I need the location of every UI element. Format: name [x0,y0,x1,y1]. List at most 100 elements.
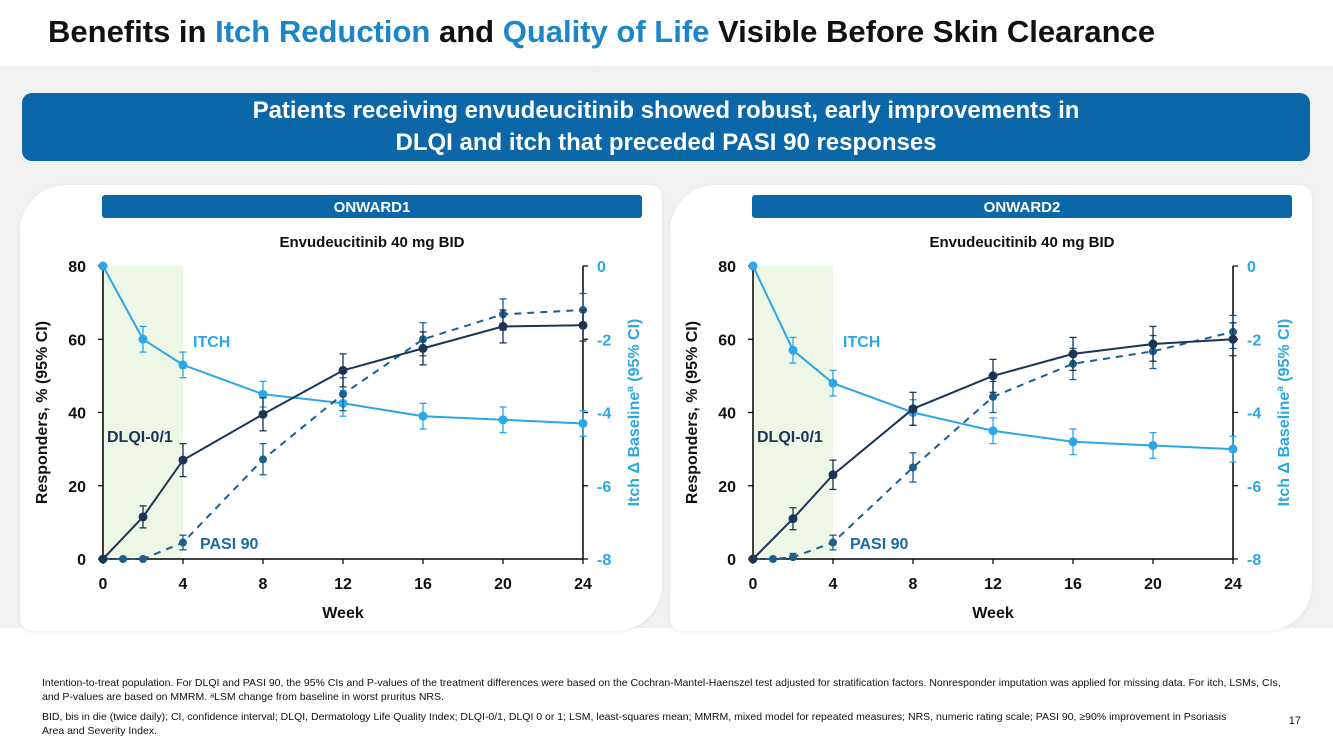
data-point-dlqi [258,409,268,419]
data-point-itch [1068,437,1078,447]
series-label-dlqi: DLQI-0/1 [757,429,823,446]
left-axis-tick-label: 20 [68,479,86,496]
series-line-itch [102,265,584,425]
left-axis-tick-label: 40 [68,406,86,423]
right-axis-tick-label: 0 [1247,259,1256,276]
panel-header-bar [752,195,1292,218]
footnote-abbreviations-1: Intention-to-treat population. For DLQI … [42,677,1281,703]
data-point-pasi90 [769,555,777,563]
title-part-1: Benefits in [48,14,216,49]
data-point-pasi90 [339,390,347,399]
right-axis-label-ci: (95% CI) [626,319,643,387]
right-axis-label-main: Itch Δ Baseline [626,392,643,507]
right-axis-label-main: Itch Δ Baseline [1276,392,1293,507]
right-axis-tick-label: -4 [597,406,611,423]
x-axis-tick-label: 16 [414,576,432,593]
title-highlight-itch: Itch Reduction [215,14,431,49]
data-point-dlqi [338,365,348,375]
data-point-itch [258,389,268,399]
panel-header-bar [102,195,642,218]
data-point-itch [498,415,508,425]
data-point-pasi90 [259,455,267,464]
data-point-itch [1148,440,1158,450]
data-point-dlqi [98,554,108,564]
x-axis-tick-label: 8 [909,576,918,593]
data-point-pasi90 [139,555,147,563]
x-axis-label: Week [322,605,364,622]
data-point-pasi90 [829,538,837,547]
x-axis-tick-label: 20 [1144,576,1162,593]
page-number: 17 [1288,715,1301,727]
series-line-itch [752,265,1234,451]
series-label-itch: ITCH [843,334,880,351]
left-axis-tick-label: 0 [727,552,736,569]
series-line-dlqi [102,324,584,560]
left-axis-label: Responders, % (95% CI) [34,321,51,504]
chart-panel-onward2: ONWARD2 Envudeucitinib 40 mg BID 0 20 40 60 80… [670,185,1312,631]
right-axis-label-superscript: a [1275,386,1286,392]
series-line-pasi90 [753,330,1234,560]
panel-header-label: ONWARD2 [984,199,1061,216]
data-point-dlqi [908,404,918,414]
right-axis-label-ci: (95% CI) [1276,319,1293,387]
left-axis-tick-label: 20 [718,479,736,496]
title-highlight-qol: Quality of Life [502,14,710,49]
data-point-itch [98,261,108,271]
x-axis-tick-label: 4 [179,576,188,593]
data-point-dlqi [1148,339,1158,349]
x-axis-tick-label: 20 [494,576,512,593]
right-axis-label: Itch Δ Baselinea (95% CI) [625,319,643,507]
data-point-itch [988,426,998,436]
x-axis-tick-label: 4 [829,576,838,593]
right-axis-label-superscript: a [625,386,636,392]
left-axis-tick-label: 40 [718,406,736,423]
data-point-itch [178,360,188,370]
x-axis-tick-label: 8 [259,576,268,593]
data-point-dlqi [1068,349,1078,359]
right-axis-tick-label: 0 [597,259,606,276]
key-message-banner: Patients receiving envudeucitinib showed… [22,93,1310,161]
x-axis-tick-label: 16 [1064,576,1082,593]
chart-title: Envudeucitinib 40 mg BID [279,234,464,251]
series-line-dlqi [752,338,1234,560]
title-part-2: and [430,14,503,49]
data-point-dlqi [988,371,998,381]
right-axis-tick-label: -2 [1247,332,1261,349]
data-point-itch [828,378,838,388]
data-point-dlqi [498,321,508,331]
data-point-pasi90 [909,463,917,472]
left-axis-tick-label: 80 [68,259,86,276]
slide-title: Benefits in Itch Reduction and Quality o… [48,14,1155,50]
data-point-dlqi [748,554,758,564]
data-point-dlqi [178,455,188,465]
x-axis-tick-label: 12 [334,576,352,593]
x-axis-tick-label: 24 [574,576,592,593]
x-axis-label: Week [972,605,1014,622]
data-point-itch [788,345,798,355]
right-axis-tick-label: -4 [1247,406,1261,423]
right-axis-tick-label: -2 [597,332,611,349]
data-point-dlqi [578,320,588,330]
data-point-dlqi [138,512,148,522]
data-point-itch [138,334,148,344]
data-point-itch [748,261,758,271]
right-axis-tick-label: -8 [1247,552,1261,569]
banner-line-1: Patients receiving envudeucitinib showed… [252,97,1080,124]
x-axis-tick-label: 24 [1224,576,1242,593]
data-point-dlqi [418,343,428,353]
right-axis-tick-label: -6 [1247,479,1261,496]
data-point-itch [578,418,588,428]
series-label-dlqi: DLQI-0/1 [107,429,173,446]
left-axis-tick-label: 0 [77,552,86,569]
x-axis-tick-label: 0 [749,576,758,593]
title-part-3: Visible Before Skin Clearance [709,14,1156,49]
data-point-itch [1228,444,1238,454]
right-axis-label: Itch Δ Baselinea (95% CI) [1275,319,1293,507]
left-axis-tick-label: 60 [718,332,736,349]
data-point-itch [418,411,428,421]
chart-title: Envudeucitinib 40 mg BID [929,234,1114,251]
left-axis-tick-label: 80 [718,259,736,276]
x-axis-tick-label: 12 [984,576,1002,593]
